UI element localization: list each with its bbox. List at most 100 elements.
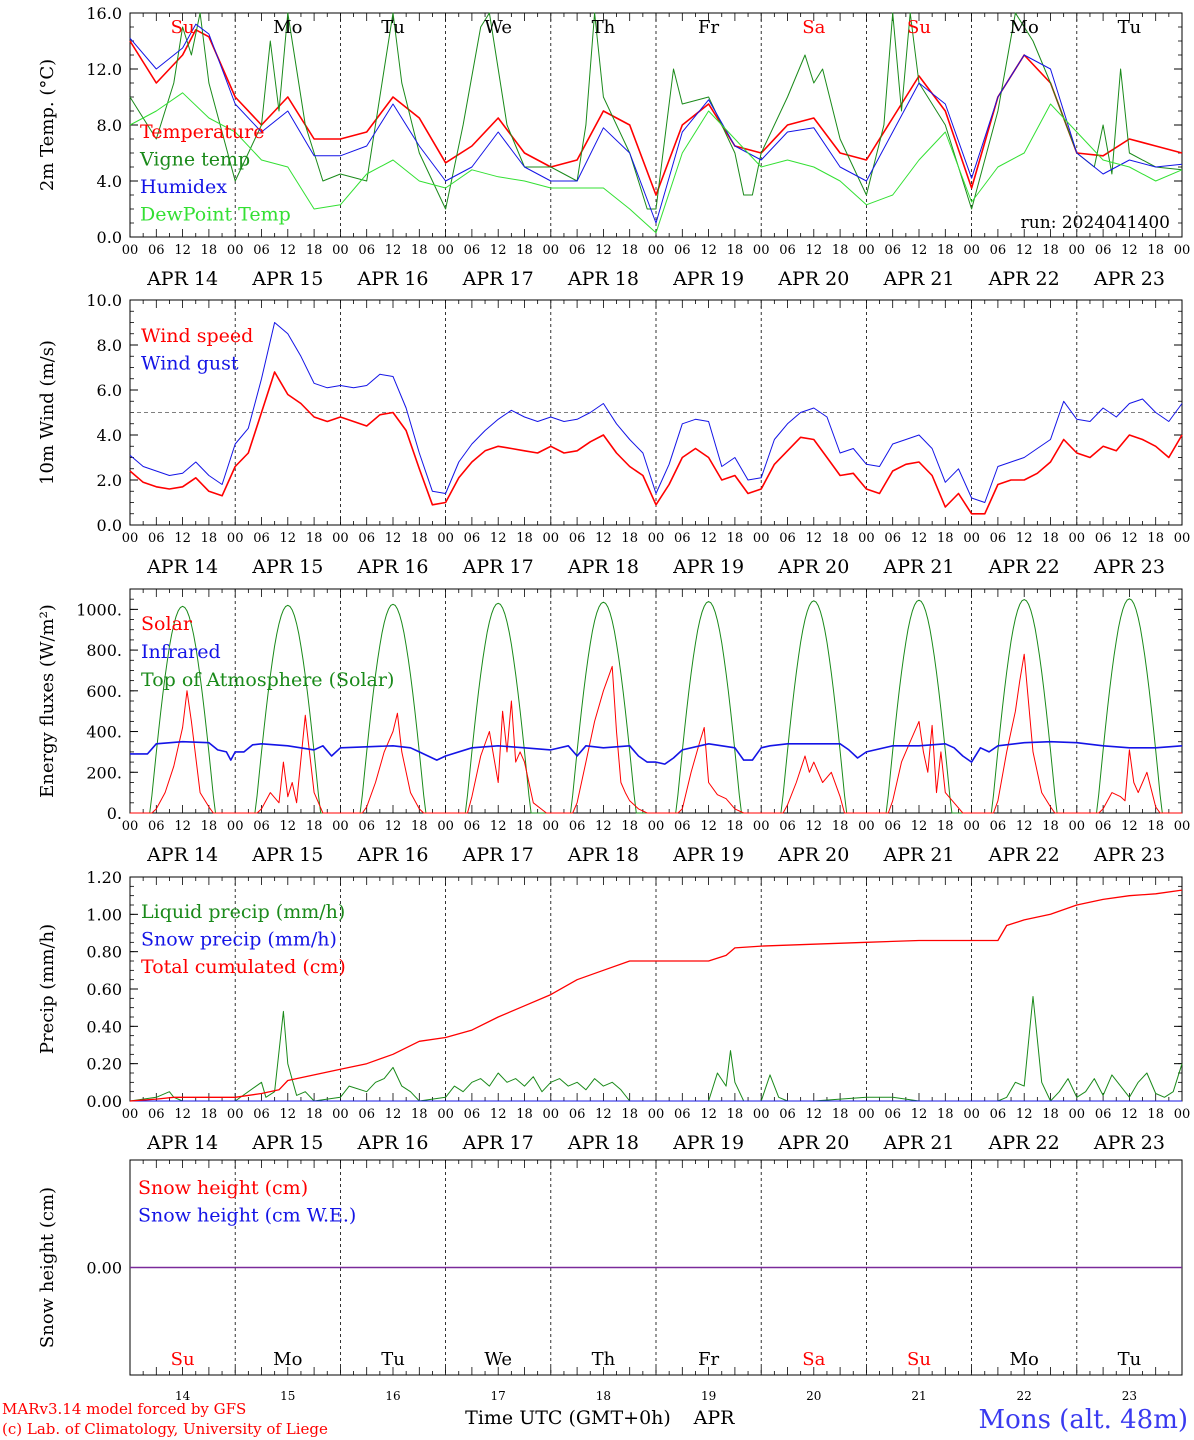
hour-tick-label: 06 xyxy=(990,1107,1007,1122)
date-label: APR 19 xyxy=(672,844,744,866)
hour-tick-label: 00 xyxy=(227,819,244,834)
hour-tick-label: 12 xyxy=(385,243,402,258)
series-line xyxy=(129,371,1183,515)
weekday-label: We xyxy=(484,17,512,38)
date-label: APR 21 xyxy=(882,556,954,578)
hour-tick-label: 06 xyxy=(990,531,1007,546)
date-label: APR 18 xyxy=(567,268,639,290)
y-tick-label: 4.0 xyxy=(97,172,122,191)
hour-tick-label: 12 xyxy=(700,819,717,834)
series-line xyxy=(129,12,1183,210)
hour-tick-label: 06 xyxy=(990,819,1007,834)
hour-tick-label: 00 xyxy=(227,1107,244,1122)
legend-entry: Wind gust xyxy=(141,353,239,375)
hour-tick-label: 18 xyxy=(201,1107,218,1122)
weekday-label: Tu xyxy=(381,17,405,38)
date-label: APR 21 xyxy=(882,844,954,866)
hour-tick-label: 12 xyxy=(280,1107,297,1122)
y-tick-label: 0.0 xyxy=(97,516,122,535)
y-tick-label: 0.60 xyxy=(86,980,122,999)
weekday-label: Tu xyxy=(381,1349,405,1370)
hour-tick-label: 06 xyxy=(358,819,375,834)
hour-tick-label: 12 xyxy=(911,1107,928,1122)
date-label: APR 14 xyxy=(146,1132,218,1154)
hour-tick-label: 06 xyxy=(569,531,586,546)
hour-tick-label: 00 xyxy=(332,243,349,258)
hour-tick-label: 06 xyxy=(674,819,691,834)
series-line xyxy=(129,889,1183,1102)
hour-tick-label: 00 xyxy=(858,243,875,258)
hour-tick-label: 06 xyxy=(674,531,691,546)
x-axis-month: APR xyxy=(693,1407,736,1429)
hour-tick-label: 00 xyxy=(122,243,139,258)
hour-tick-label: 12 xyxy=(1121,243,1138,258)
date-label: APR 16 xyxy=(356,268,428,290)
hour-tick-label: 00 xyxy=(543,243,560,258)
hour-tick-label: 06 xyxy=(253,819,270,834)
date-label: APR 14 xyxy=(146,268,218,290)
date-label: APR 23 xyxy=(1093,1132,1165,1154)
series-line xyxy=(130,740,1183,765)
hour-tick-label: 06 xyxy=(779,531,796,546)
date-label: APR 20 xyxy=(777,1132,849,1154)
hour-tick-label: 00 xyxy=(437,819,454,834)
hour-tick-label: 06 xyxy=(884,1107,901,1122)
day-number: 18 xyxy=(596,1389,611,1403)
hour-tick-label: 12 xyxy=(174,1107,191,1122)
y-tick-label: 0.0 xyxy=(97,228,122,247)
hour-tick-label: 18 xyxy=(201,243,218,258)
hour-tick-label: 18 xyxy=(201,531,218,546)
hour-tick-label: 12 xyxy=(490,819,507,834)
weekday-label: Th xyxy=(592,17,616,38)
day-number: 20 xyxy=(806,1389,821,1403)
y-axis-label: 2m Temp. (°C) xyxy=(37,59,58,191)
hour-tick-label: 06 xyxy=(148,1107,165,1122)
hour-tick-label: 00 xyxy=(1174,1107,1191,1122)
series-line xyxy=(129,996,1183,1102)
hour-tick-label: 12 xyxy=(700,1107,717,1122)
hour-tick-label: 12 xyxy=(490,1107,507,1122)
hour-tick-label: 18 xyxy=(1042,1107,1059,1122)
day-number: 21 xyxy=(911,1389,926,1403)
hour-tick-label: 06 xyxy=(569,819,586,834)
date-label: APR 19 xyxy=(672,556,744,578)
day-number: 22 xyxy=(1017,1389,1032,1403)
date-label: APR 23 xyxy=(1093,268,1165,290)
hour-tick-label: 00 xyxy=(963,243,980,258)
day-number: 16 xyxy=(385,1389,400,1403)
hour-tick-label: 00 xyxy=(1174,243,1191,258)
y-axis-label: Snow height (cm) xyxy=(37,1187,58,1348)
hour-tick-label: 06 xyxy=(674,243,691,258)
hour-tick-label: 00 xyxy=(753,819,770,834)
weekday-label: We xyxy=(484,1349,512,1370)
weekday-label: Th xyxy=(592,1349,616,1370)
y-tick-label: 6.0 xyxy=(97,381,122,400)
hour-tick-label: 00 xyxy=(963,1107,980,1122)
date-label: APR 18 xyxy=(567,844,639,866)
date-label: APR 15 xyxy=(251,844,323,866)
hour-tick-label: 12 xyxy=(595,243,612,258)
hour-tick-label: 12 xyxy=(385,531,402,546)
hour-tick-label: 12 xyxy=(595,531,612,546)
y-axis-label: Precip (mm/h) xyxy=(37,924,58,1054)
hour-tick-label: 18 xyxy=(937,1107,954,1122)
hour-tick-label: 06 xyxy=(884,243,901,258)
hour-tick-label: 18 xyxy=(621,819,638,834)
hour-tick-label: 00 xyxy=(858,531,875,546)
hour-tick-label: 18 xyxy=(937,243,954,258)
hour-tick-label: 12 xyxy=(490,243,507,258)
series-line xyxy=(130,653,1182,814)
legend-entry: Top of Atmosphere (Solar) xyxy=(141,669,394,691)
series-line xyxy=(129,322,1183,503)
hour-tick-label: 06 xyxy=(569,1107,586,1122)
hour-tick-label: 18 xyxy=(516,243,533,258)
hour-tick-label: 12 xyxy=(1121,1107,1138,1122)
hour-tick-label: 18 xyxy=(621,243,638,258)
day-number: 15 xyxy=(280,1389,295,1403)
date-label: APR 17 xyxy=(462,1132,534,1154)
hour-tick-label: 06 xyxy=(148,243,165,258)
day-number: 19 xyxy=(701,1389,716,1403)
hour-tick-label: 06 xyxy=(674,1107,691,1122)
date-label: APR 22 xyxy=(988,1132,1060,1154)
hour-tick-label: 18 xyxy=(306,243,323,258)
